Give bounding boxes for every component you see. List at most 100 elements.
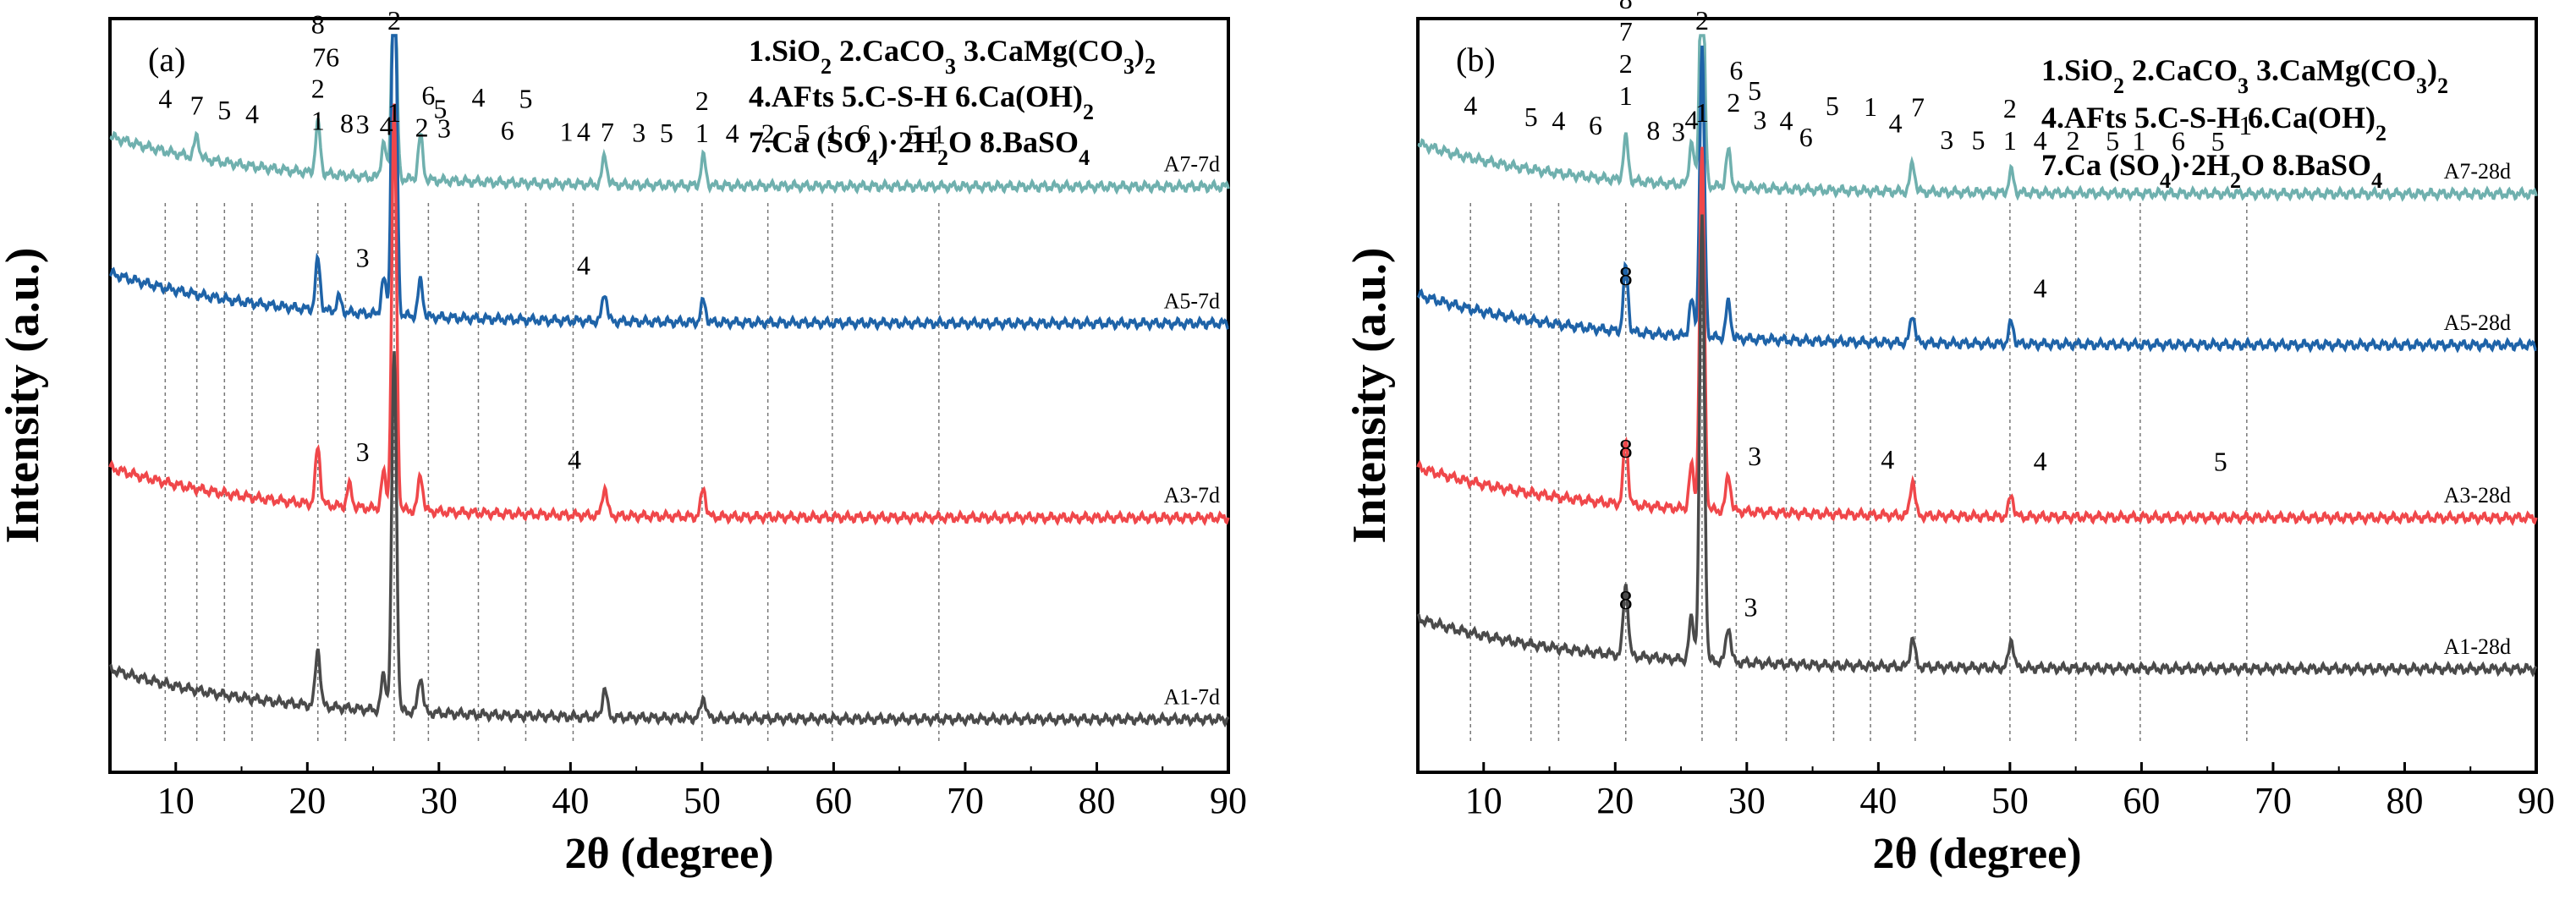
peak-annotation: 1 [1864,91,1877,122]
peak-annotation: 3 [1940,124,1953,155]
x-tick-label: 50 [1991,780,2029,821]
peak-annotation: 1 [560,116,574,146]
x-tick-label: 30 [420,780,458,821]
peak-annotation: 8 [1646,115,1660,145]
peak-annotation: 1 [2003,125,2017,156]
peak-annotation: 8 [340,107,354,138]
peak-annotation: 4 [726,118,739,148]
x-tick-label: 80 [2386,780,2423,821]
peak-annotation: 3 [356,242,370,272]
peak-annotation: 7 [190,90,204,120]
peak-annotation: 2 [695,85,709,116]
plot-frame [1416,17,2538,774]
peak-annotation: 3 [1744,592,1757,623]
legend-entry: 1.SiO2 2.CaCO3 3.CaMg(CO3)2 [2041,53,2448,98]
peak-annotation: 4 [1464,90,1477,120]
x-tick-label: 30 [1728,780,1766,821]
peak-annotation: 5 [2211,126,2225,156]
peak-annotation: 2 [761,118,775,149]
legend-entry: 4.AFts 5.C-S-H 6.Ca(OH)2 [749,80,1094,124]
peak-annotation: 4 [1685,104,1699,134]
legend-entry: 7.Ca (SO4)·2H2O 8.BaSO4 [2041,148,2382,193]
peak-annotation: 2 [387,5,401,36]
peak-annotation: 8 [1619,261,1633,291]
peak-annotation: 4 [2034,446,2047,476]
peak-annotation: 2 [311,74,325,104]
series-line-A1-28d [1416,214,2538,678]
peak-annotation: 1 [826,118,839,149]
series-line-A3-28d [1416,146,2538,526]
series-label: A5-28d [2444,310,2511,335]
peak-annotation: 4 [1552,106,1565,136]
series-label: A3-28d [2444,483,2511,508]
peak-annotation: 8 [1619,584,1633,615]
peak-annotation: 7 [1911,92,1925,123]
peak-annotation: 5 [519,83,532,113]
x-axis-label: 2θ (degree) [564,830,773,878]
peak-annotation: 2 [1619,48,1633,79]
x-tick-label: 90 [1210,780,1247,821]
x-tick-label: 90 [2518,780,2555,821]
peak-annotation: 5 [907,118,920,149]
peak-annotation: 4 [245,98,259,129]
peak-annotation: 6 [857,118,871,149]
series-label: A7-7d [1164,152,1220,177]
peak-annotation: 4 [577,250,590,280]
series-label: A5-7d [1164,288,1220,313]
peak-annotation: 4 [1779,105,1793,135]
peak-annotation: 5 [1972,124,1986,155]
peak-annotation: 3 [1753,104,1766,134]
series-label: A1-7d [1164,684,1220,709]
legend-entry: 7.Ca (SO4)·2H2O 8.BaSO4 [749,125,1090,170]
peak-annotation: 6 [501,115,514,145]
peak-annotation: 5 [797,118,810,149]
legend-entry: 4.AFts 5.C-S-H 6.Ca(OH)2 [2041,101,2387,145]
x-tick-label: 40 [552,780,589,821]
y-axis-label: Intensity (a.u.) [0,247,49,543]
peak-annotation: 3 [356,436,370,467]
series-line-A3-7d [108,103,1230,526]
peak-annotation: 6 [1799,122,1813,152]
peak-annotation: 1 [932,118,946,149]
peak-annotation: 3 [356,109,370,140]
peak-annotation: 76 [312,41,339,72]
x-tick-label: 10 [157,780,195,821]
x-tick-label: 80 [1078,780,1115,821]
peak-annotation: 5 [1748,75,1761,106]
series-line-A7-28d [1417,34,2538,202]
peak-annotation: 2 [2003,93,2017,123]
peak-annotation: 4 [1881,444,1894,475]
peak-annotation: 4 [158,84,172,114]
peak-annotation: 8 [1619,433,1633,464]
series-label: A3-7d [1164,483,1220,508]
peak-annotation: 6 [1729,55,1743,85]
peak-annotation: 4 [568,444,581,475]
series-label: A1-28d [2444,634,2511,659]
peak-annotation: 3 [1748,441,1761,471]
peak-annotation: 7 [1619,16,1633,47]
peak-annotation: 1 [1695,97,1709,128]
x-tick-label: 50 [684,780,721,821]
peak-annotation: 2 [1695,5,1709,36]
series-line-A1-7d [108,351,1230,728]
series-line-A5-28d [1416,45,2537,354]
peak-annotation: 4 [2034,125,2047,156]
x-axis-label: 2θ (degree) [1872,830,2081,878]
peak-annotation: 5 [660,118,673,148]
peak-annotation: 8 [1619,0,1633,14]
peak-annotation: 4 [2034,273,2047,304]
x-tick-label: 60 [2123,780,2160,821]
peak-annotation: 4 [577,117,590,147]
peak-annotation: 6 [2172,126,2185,156]
legend-entry: 1.SiO2 2.CaCO3 3.CaMg(CO3)2 [749,34,1156,79]
peak-annotation: 4 [380,110,393,140]
series-line-A7-7d [109,34,1230,195]
peak-annotation: 1 [387,97,401,128]
peak-annotation: 5 [217,95,231,125]
series-line-A5-7d [108,34,1229,332]
peak-annotation: 5 [2214,447,2227,477]
peak-annotation: 5 [433,93,447,123]
x-tick-label: 70 [2255,780,2292,821]
